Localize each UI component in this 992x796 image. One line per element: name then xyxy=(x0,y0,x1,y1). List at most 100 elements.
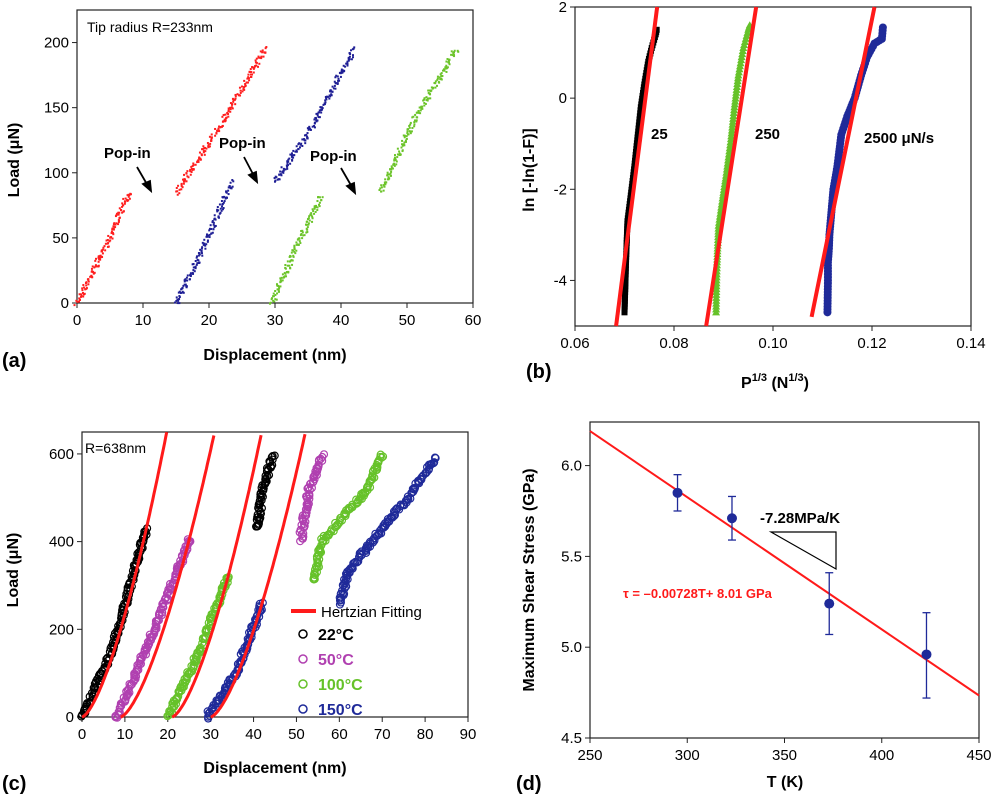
data-point xyxy=(206,239,209,242)
data-point xyxy=(402,496,411,505)
data-point xyxy=(306,228,309,231)
legend-c: Hertzian Fitting 22°C 50°C 100°C 150°C xyxy=(291,604,422,719)
data-point xyxy=(299,519,309,529)
data-point xyxy=(178,192,181,195)
data-point xyxy=(441,69,444,72)
data-point xyxy=(286,161,289,164)
data-point xyxy=(90,267,93,270)
panel-a: 0 10 20 30 40 50 60 0 50 100 150 200 Tip radius R=2… xyxy=(2,9,481,372)
data-point xyxy=(384,178,387,181)
data-point xyxy=(436,78,439,81)
data-point xyxy=(221,202,224,205)
data-point-square xyxy=(622,268,629,275)
data-point xyxy=(181,290,184,293)
data-point xyxy=(192,262,195,265)
y-tick-label: 2 xyxy=(559,0,567,16)
data-point xyxy=(98,255,101,258)
data-point-square xyxy=(622,274,629,281)
data-point xyxy=(335,518,344,527)
data-point xyxy=(89,275,92,278)
data-point xyxy=(378,452,388,461)
data-point xyxy=(350,58,353,61)
data-point xyxy=(294,150,297,153)
data-point xyxy=(203,238,206,241)
data-point xyxy=(324,95,327,98)
data-point xyxy=(389,168,392,171)
data-point xyxy=(429,93,432,96)
data-point xyxy=(325,97,328,100)
data-point xyxy=(118,211,121,214)
data-point xyxy=(275,298,278,301)
data-point xyxy=(387,176,390,179)
data-point xyxy=(197,159,200,162)
data-point xyxy=(406,130,409,133)
data-point xyxy=(195,263,198,266)
data-point xyxy=(286,264,289,267)
data-point xyxy=(94,259,97,262)
x-tick-label: 0.12 xyxy=(857,335,886,352)
y-axis-title-d: Maximum Shear Stress (GPa) xyxy=(521,468,538,691)
data-point xyxy=(295,249,298,252)
data-point xyxy=(113,222,116,225)
data-point xyxy=(207,146,210,149)
data-point xyxy=(259,56,262,59)
data-point xyxy=(201,254,204,257)
data-point xyxy=(285,275,288,278)
data-point xyxy=(222,120,225,123)
data-point xyxy=(192,266,195,269)
y-tick-label: 0 xyxy=(66,709,74,726)
data-point xyxy=(192,272,195,275)
data-point xyxy=(257,55,260,58)
data-point xyxy=(197,252,200,255)
data-point xyxy=(261,51,264,54)
data-point xyxy=(282,169,285,172)
data-point xyxy=(182,284,185,287)
data-point xyxy=(348,55,351,58)
data-point xyxy=(194,163,197,166)
y-tick-label: 0 xyxy=(61,295,69,312)
data-point xyxy=(85,287,88,290)
data-point xyxy=(400,146,403,149)
data-point-square xyxy=(622,265,629,272)
x-tick-label: 10 xyxy=(135,312,152,329)
data-point xyxy=(286,167,289,170)
data-point xyxy=(395,163,398,166)
data-point xyxy=(290,152,293,155)
data-point xyxy=(401,143,404,146)
data-point xyxy=(189,168,192,171)
data-point xyxy=(313,206,316,209)
data-point xyxy=(241,90,244,93)
data-point xyxy=(122,197,125,200)
data-point xyxy=(389,174,392,177)
data-point xyxy=(231,97,234,100)
data-point xyxy=(672,487,683,498)
data-point xyxy=(73,304,76,307)
data-point xyxy=(295,149,298,152)
data-point xyxy=(330,93,333,96)
data-point xyxy=(313,207,316,210)
data-point xyxy=(320,199,323,202)
data-point xyxy=(271,297,274,300)
data-point xyxy=(104,249,107,252)
data-point xyxy=(196,255,199,258)
data-point xyxy=(196,262,199,265)
data-point xyxy=(423,97,426,100)
data-point xyxy=(175,190,178,193)
data-point xyxy=(345,62,348,65)
data-point xyxy=(191,271,194,274)
data-point xyxy=(395,160,398,163)
data-point xyxy=(329,89,332,92)
data-point xyxy=(185,276,188,279)
data-point xyxy=(280,166,283,169)
data-point xyxy=(308,127,311,130)
data-point xyxy=(404,139,407,142)
data-point xyxy=(175,186,178,189)
data-point xyxy=(252,71,255,74)
data-point xyxy=(126,194,129,197)
data-point xyxy=(288,264,291,267)
fit-line xyxy=(809,6,877,318)
data-point xyxy=(93,271,96,274)
data-point xyxy=(270,451,279,460)
legend-label: 150°C xyxy=(318,702,363,719)
panel-label-d: (d) xyxy=(516,773,542,795)
